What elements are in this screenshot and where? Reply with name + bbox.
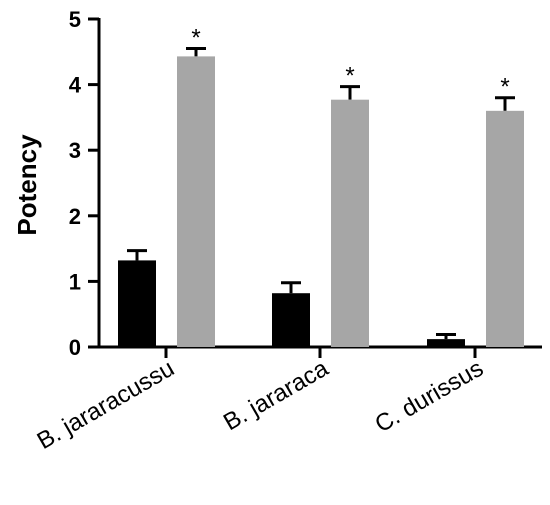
bar xyxy=(427,339,465,347)
y-tick-label: 5 xyxy=(69,7,81,32)
bars: * * * xyxy=(118,25,524,347)
bar xyxy=(331,99,369,347)
x-category-label: B. jararacussu xyxy=(33,355,179,455)
y-tick-label: 4 xyxy=(69,73,82,98)
y-tick-label: 1 xyxy=(69,269,81,294)
y-tick-label: 3 xyxy=(69,138,81,163)
y-axis-title: Potency xyxy=(12,134,42,236)
significance-marker: * xyxy=(500,74,509,101)
significance-marker: * xyxy=(345,63,354,90)
y-tick-label: 2 xyxy=(69,204,81,229)
x-category-label: B. jararaca xyxy=(219,354,334,436)
y-tick-label: 0 xyxy=(69,335,81,360)
significance-marker: * xyxy=(191,25,200,52)
bar xyxy=(486,110,524,347)
bar xyxy=(177,56,215,347)
y-axis: 0 1 2 3 4 5 xyxy=(69,7,101,360)
bar xyxy=(272,293,310,347)
x-axis: B. jararacussu B. jararaca C. durissus xyxy=(33,345,542,455)
bar xyxy=(118,260,156,347)
x-category-label: C. durissus xyxy=(371,355,488,438)
